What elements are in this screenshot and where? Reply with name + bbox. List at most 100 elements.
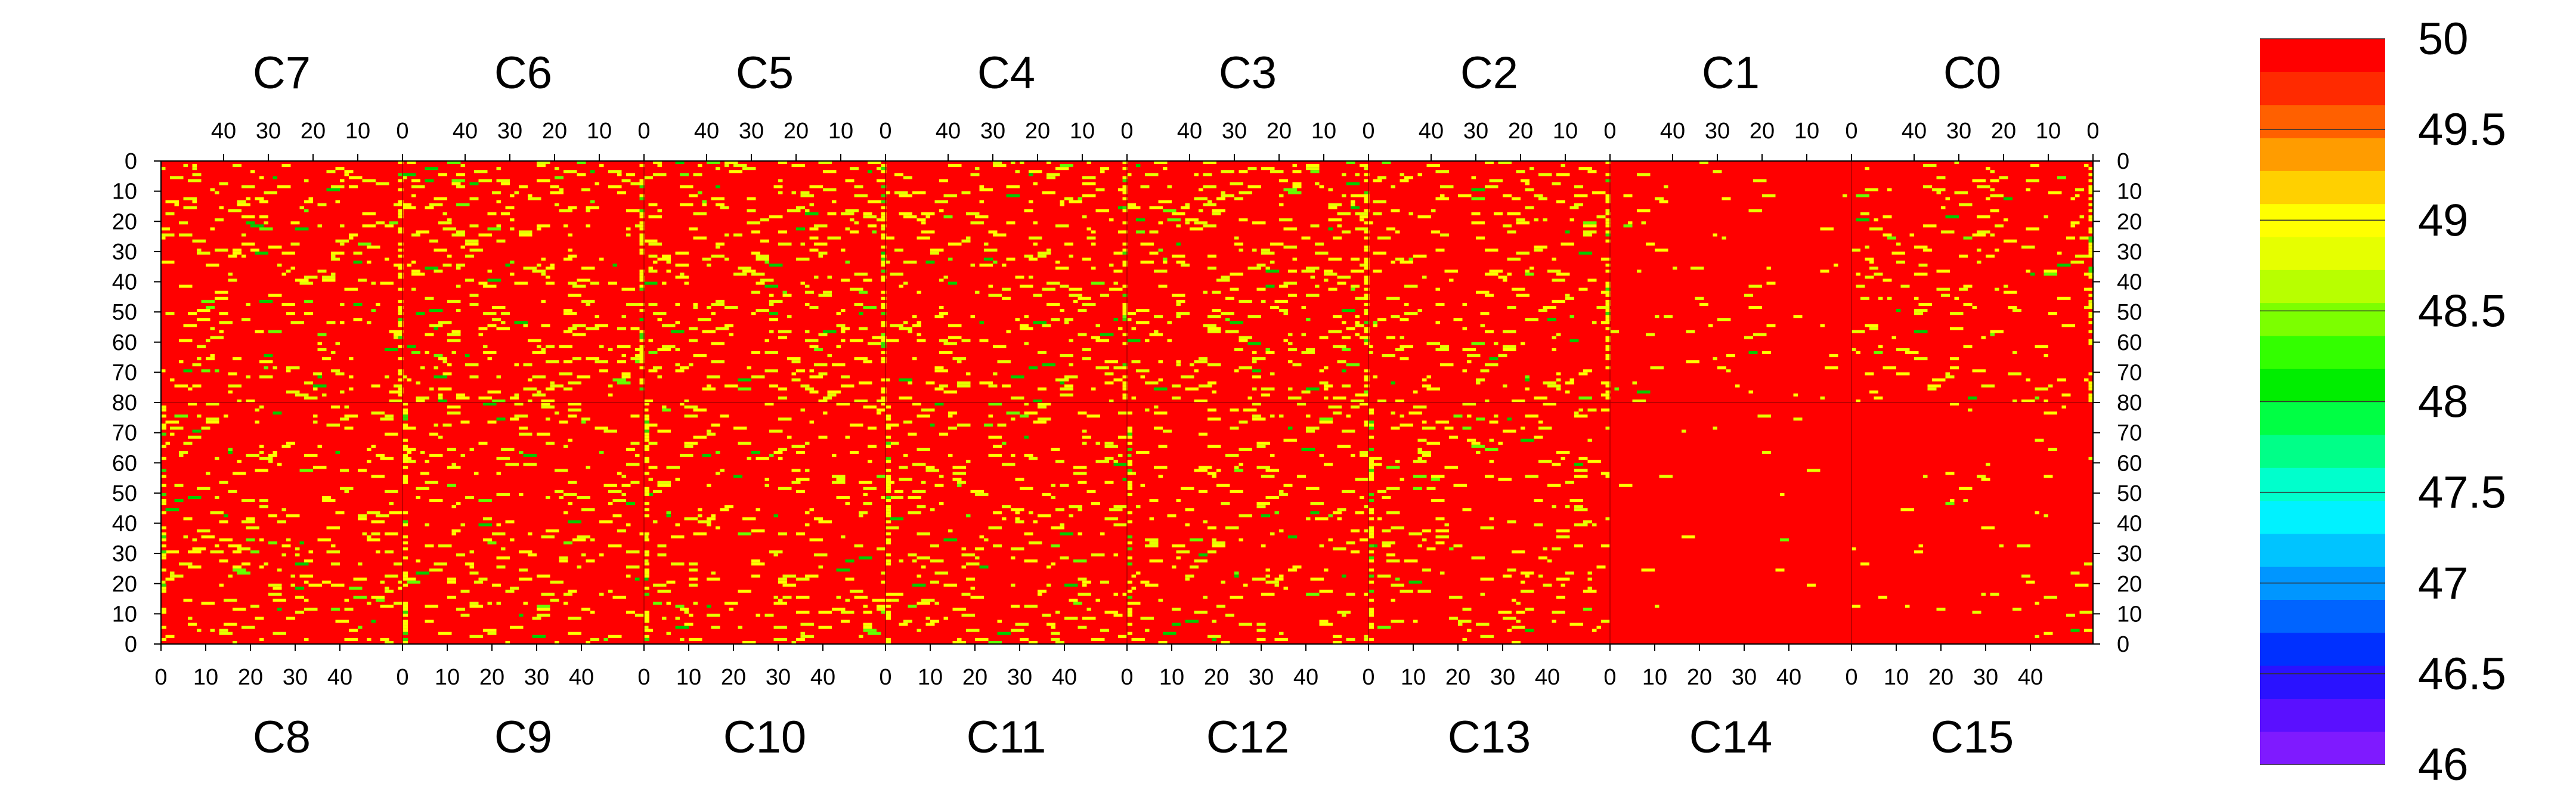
heatmap-cell: [1569, 218, 1574, 222]
heatmap-cell: [1328, 405, 1342, 409]
heatmap-cell: [568, 293, 581, 297]
heatmap-cell: [179, 284, 193, 288]
heatmap-cell: [1208, 381, 1216, 385]
heatmap-cell: [1596, 565, 1606, 569]
heatmap-cell: [1095, 366, 1109, 370]
heatmap-cell: [487, 390, 501, 394]
heatmap-cell: [1494, 414, 1498, 418]
heatmap-cell: [796, 532, 805, 535]
heatmap-cell: [796, 490, 805, 493]
heatmap-cell: [612, 596, 626, 599]
heatmap-cell: [666, 602, 671, 605]
heatmap-cell: [281, 444, 291, 448]
heatmap-cell: [1194, 221, 1208, 225]
heatmap-cell: [469, 634, 483, 638]
heatmap-cell: [210, 336, 224, 339]
heatmap-cell: [1368, 637, 1374, 641]
heatmap-cell: [192, 167, 197, 171]
heatmap-cell: [2057, 176, 2066, 179]
x-tick-label-top: 10: [1794, 119, 1819, 144]
heatmap-cell: [912, 315, 917, 318]
heatmap-cell: [863, 605, 868, 608]
heatmap-cell: [1476, 236, 1485, 240]
heatmap-cell: [925, 623, 935, 626]
y-tick-label-right: 70: [2117, 421, 2142, 446]
heatmap-cell: [1869, 267, 1878, 270]
chip-label-bottom: C9: [494, 712, 552, 763]
heatmap-cell: [1963, 302, 1973, 306]
heatmap-cell: [997, 423, 1007, 427]
heatmap-cell: [648, 302, 658, 306]
heatmap-cell: [1149, 541, 1159, 544]
heatmap-cell: [1637, 270, 1642, 273]
heatmap-cell: [1950, 357, 1959, 361]
heatmap-cell: [886, 475, 891, 478]
heatmap-cell: [349, 586, 363, 590]
heatmap-cell: [644, 457, 649, 460]
heatmap-cell: [1190, 538, 1203, 541]
heatmap-cell: [161, 611, 166, 614]
heatmap-cell: [358, 469, 367, 472]
heatmap-cell: [805, 339, 819, 342]
heatmap-cell: [1516, 218, 1525, 222]
heatmap-cell: [1507, 212, 1521, 216]
heatmap-cell: [1185, 387, 1199, 391]
heatmap-cell: [237, 460, 242, 463]
heatmap-cell: [1368, 559, 1374, 563]
heatmap-cell: [845, 599, 850, 602]
heatmap-cell: [890, 496, 903, 499]
heatmap-cell: [434, 375, 447, 379]
heatmap-cell: [478, 233, 492, 237]
y-tick-label-left: 10: [112, 602, 137, 627]
heatmap-cell: [1368, 544, 1374, 547]
heatmap-cell: [778, 417, 792, 421]
heatmap-cell: [215, 496, 219, 499]
heatmap-cell: [1605, 173, 1611, 177]
heatmap-cell: [1565, 381, 1574, 385]
heatmap-cell: [764, 484, 769, 487]
heatmap-cell: [1208, 472, 1216, 475]
heatmap-cell: [192, 173, 202, 177]
heatmap-cell: [161, 414, 166, 418]
heatmap-cell: [1234, 571, 1239, 575]
heatmap-cell: [398, 586, 402, 590]
heatmap-cell: [1292, 565, 1302, 569]
heatmap-cell: [313, 387, 318, 391]
heatmap-cell: [228, 390, 233, 394]
heatmap-cell: [1252, 357, 1266, 361]
heatmap-cell: [219, 631, 233, 635]
heatmap-cell: [1136, 369, 1150, 373]
chip-label-top: C7: [253, 48, 311, 98]
heatmap-cell: [1748, 390, 1753, 394]
heatmap-cell: [1990, 233, 1995, 237]
heatmap-cell: [555, 176, 564, 179]
heatmap-cell: [1364, 230, 1370, 234]
heatmap-cell: [1561, 583, 1565, 587]
heatmap-cell: [1578, 372, 1588, 376]
heatmap-cell: [385, 224, 394, 228]
heatmap-cell: [1086, 227, 1091, 231]
heatmap-cell: [639, 182, 645, 185]
heatmap-cell: [1646, 333, 1655, 336]
heatmap-cell: [1167, 339, 1172, 342]
heatmap-cell: [1167, 185, 1172, 188]
heatmap-cell: [845, 559, 854, 563]
heatmap-cell: [1865, 275, 1874, 279]
heatmap-cell: [398, 264, 404, 267]
heatmap-cell: [1525, 206, 1534, 209]
heatmap-cell: [1064, 197, 1073, 200]
heatmap-cell: [2012, 399, 2017, 402]
heatmap-cell: [872, 336, 886, 339]
heatmap-cell: [1637, 390, 1651, 394]
heatmap-cell: [612, 499, 626, 503]
heatmap-cell: [1265, 469, 1279, 472]
heatmap-cell: [1587, 408, 1597, 412]
heatmap-cell: [402, 408, 408, 412]
heatmap-cell: [698, 520, 711, 524]
heatmap-cell: [1605, 209, 1610, 213]
colorbar-tick-label: 47: [2418, 558, 2469, 609]
heatmap-cell: [917, 556, 930, 560]
heatmap-cell: [639, 302, 645, 306]
heatmap-cell: [1793, 417, 1803, 421]
heatmap-cell: [1368, 511, 1374, 515]
